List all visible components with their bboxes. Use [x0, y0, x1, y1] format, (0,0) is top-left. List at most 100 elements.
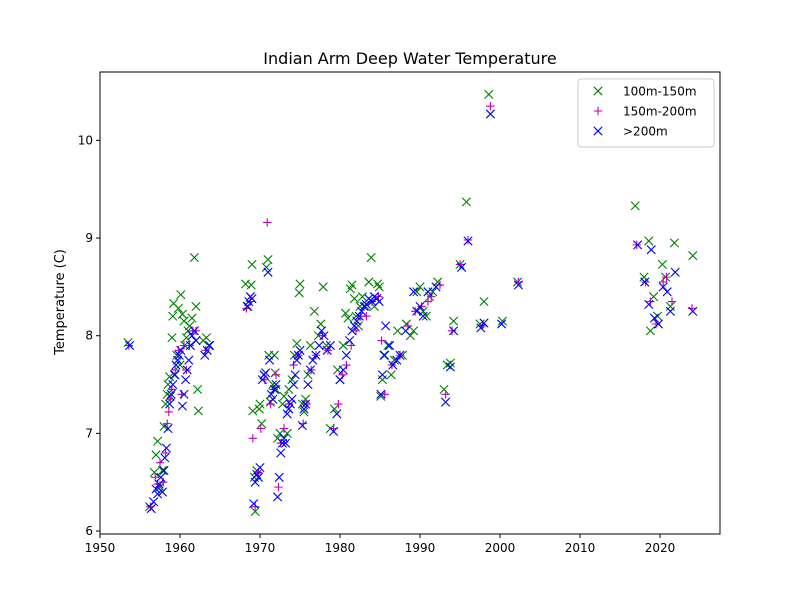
data-point — [319, 331, 329, 341]
data-point — [201, 333, 211, 343]
data-point — [295, 279, 305, 289]
data-point — [201, 346, 210, 355]
data-point — [318, 331, 327, 340]
data-point — [373, 279, 383, 289]
data-point — [249, 499, 259, 509]
data-point — [163, 379, 173, 390]
data-point — [159, 465, 169, 476]
data-point — [171, 360, 181, 370]
data-point — [646, 245, 656, 255]
data-point — [311, 350, 321, 360]
data-point — [415, 282, 425, 292]
data-point — [332, 409, 342, 419]
data-point — [250, 477, 260, 487]
y-axis-ticks: 6 7 8 9 10 — [78, 133, 100, 538]
y-tick-label: 8 — [85, 329, 93, 343]
y-tick-label: 7 — [85, 426, 93, 440]
data-point — [485, 109, 495, 119]
data-point — [301, 399, 311, 409]
data-point — [299, 407, 309, 417]
data-point — [261, 368, 271, 378]
chart-title: Indian Arm Deep Water Temperature — [263, 49, 556, 68]
data-point — [463, 235, 473, 245]
data-point — [165, 372, 175, 382]
data-point — [182, 365, 191, 375]
x-tick-label: 1970 — [245, 541, 276, 555]
data-point — [441, 390, 450, 399]
data-point — [250, 506, 260, 517]
data-point — [653, 319, 663, 329]
data-point — [303, 379, 313, 390]
series-3-points — [125, 109, 698, 514]
data-point — [347, 280, 357, 290]
data-point — [457, 262, 467, 272]
data-point — [161, 448, 170, 458]
data-point — [168, 311, 178, 321]
data-point — [241, 279, 251, 289]
data-point — [248, 406, 258, 416]
data-point — [247, 294, 257, 304]
data-point — [409, 326, 419, 336]
data-point — [669, 238, 679, 248]
data-point — [246, 280, 256, 290]
data-point — [165, 399, 175, 409]
data-point — [364, 277, 374, 287]
data-point — [263, 267, 273, 277]
data-point — [318, 282, 328, 292]
data-point — [279, 424, 289, 433]
data-point — [385, 340, 395, 351]
legend-marker — [593, 106, 603, 116]
data-point — [200, 350, 210, 360]
data-point — [205, 340, 215, 351]
data-point — [361, 299, 371, 310]
data-point — [173, 355, 183, 365]
data-marks — [123, 89, 698, 517]
data-point — [374, 282, 384, 292]
data-point — [479, 318, 489, 328]
data-point — [309, 306, 319, 316]
data-point — [255, 462, 265, 473]
data-point — [423, 297, 433, 306]
data-point — [357, 292, 367, 302]
data-point — [401, 326, 411, 336]
data-point — [183, 326, 193, 336]
data-point — [632, 240, 641, 250]
data-point — [274, 482, 283, 492]
data-point — [191, 326, 201, 336]
data-point — [154, 479, 164, 489]
data-point — [184, 355, 194, 365]
data-point — [439, 384, 449, 395]
data-point — [177, 309, 187, 319]
data-point — [421, 311, 431, 321]
data-point — [418, 311, 428, 321]
data-point — [202, 345, 212, 355]
data-point — [431, 282, 441, 292]
data-point — [166, 389, 176, 399]
legend-label: >200m — [623, 125, 668, 139]
data-point — [153, 436, 163, 446]
data-point — [248, 434, 257, 443]
data-point — [497, 316, 507, 326]
data-point — [412, 287, 422, 297]
data-point — [317, 326, 327, 336]
data-point — [169, 370, 179, 380]
data-point — [645, 326, 655, 336]
data-point — [161, 399, 171, 409]
data-point — [688, 251, 698, 261]
data-point — [641, 277, 650, 287]
data-point — [646, 297, 655, 306]
data-point — [251, 502, 260, 511]
x-tick-label: 1980 — [325, 541, 356, 555]
data-point — [270, 368, 280, 378]
data-point — [276, 438, 285, 448]
data-point — [257, 419, 267, 429]
data-point — [335, 375, 345, 385]
data-point — [479, 296, 489, 307]
data-point — [176, 290, 186, 300]
data-point — [347, 326, 357, 336]
data-point — [338, 365, 348, 375]
data-point — [322, 345, 332, 355]
data-point — [287, 375, 297, 385]
data-point — [362, 311, 371, 321]
data-point — [329, 426, 339, 437]
